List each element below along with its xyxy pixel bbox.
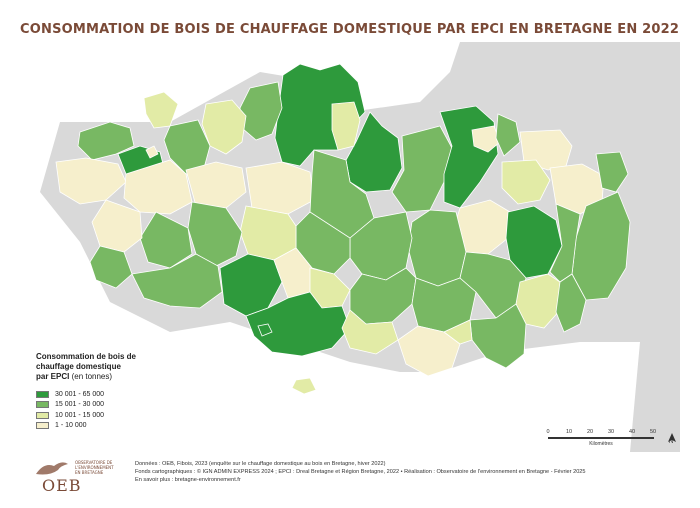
epci-region	[331, 101, 361, 151]
epci-region	[595, 151, 629, 193]
legend-item: 10 001 - 15 000	[36, 410, 176, 420]
legend-swatch	[36, 401, 49, 408]
sources: Données : OEB, Fibois, 2023 (enquête sur…	[135, 460, 680, 484]
oeb-logo: OEB OBSERVATOIRE DE L'ENVIRONNEMENT EN B…	[30, 458, 118, 495]
brittany-map	[20, 42, 680, 452]
logo-subtitle: OBSERVATOIRE DE L'ENVIRONNEMENT EN BRETA…	[75, 460, 114, 475]
legend-label: 1 - 10 000	[55, 422, 87, 429]
legend-unit: (en tonnes)	[71, 372, 113, 381]
legend-title-line: par EPCI	[36, 372, 70, 381]
source-line: En savoir plus : bretagne-environnement.…	[135, 477, 241, 483]
legend-swatch	[36, 422, 49, 429]
logo-bird-icon	[36, 462, 68, 475]
scale-tick: 50	[649, 429, 657, 435]
scale-tick: 0	[546, 429, 550, 435]
epci-region	[407, 209, 467, 287]
north-arrow-shape	[668, 433, 676, 442]
source-line: Fonds cartographiques : © IGN ADMIN EXPR…	[135, 469, 586, 475]
epci-region	[471, 125, 501, 153]
legend-label: 15 001 - 30 000	[55, 401, 105, 408]
epci-region	[291, 377, 317, 395]
scale-unit: Kilomètres	[589, 441, 613, 447]
map-title: CONSOMMATION DE BOIS DE CHAUFFAGE DOMEST…	[20, 22, 680, 37]
scale-tick: 20	[586, 429, 594, 435]
legend-title-line: chauffage domestique	[36, 362, 121, 371]
epci-region	[345, 111, 403, 193]
sea-area	[20, 42, 640, 452]
epci-region	[469, 303, 527, 369]
legend-label: 10 001 - 15 000	[55, 411, 105, 419]
legend-item: 1 - 10 000	[36, 421, 176, 431]
epci-region	[123, 159, 193, 215]
scale-tick: 10	[565, 429, 573, 435]
epci-region	[555, 273, 587, 333]
legend-title-line: Consommation de bois de	[36, 352, 137, 361]
map-area	[20, 42, 680, 452]
epci-region	[245, 291, 351, 357]
epci-region	[219, 253, 283, 317]
epci-region	[145, 145, 159, 159]
footer: OEB OBSERVATOIRE DE L'ENVIRONNEMENT EN B…	[20, 456, 680, 496]
legend-title: Consommation de bois de chauffage domest…	[36, 352, 176, 382]
epci-region	[443, 319, 473, 345]
epci-region	[131, 253, 223, 309]
epci-region	[89, 245, 133, 289]
legend-swatch	[36, 411, 49, 419]
scale-line	[548, 437, 654, 439]
legend-items: 30 001 - 65 000 15 001 - 30 000 10 001 -…	[36, 389, 176, 431]
epci-regions	[55, 63, 631, 395]
legend-swatch	[36, 390, 49, 398]
legend: Consommation de bois de chauffage domest…	[36, 352, 176, 431]
logo-text: OEB	[42, 476, 82, 495]
epci-region	[55, 157, 127, 205]
epci-region	[239, 205, 297, 261]
legend-item: 30 001 - 65 000	[36, 389, 176, 399]
scale-tick: 30	[607, 429, 615, 435]
epci-region	[77, 121, 135, 161]
legend-item: 15 001 - 30 000	[36, 400, 176, 410]
epci-region	[187, 201, 243, 267]
scale-bar: 0 10 20 30 40 50 Kilomètres	[546, 429, 658, 451]
epci-region	[201, 99, 247, 155]
legend-label: 30 001 - 65 000	[55, 390, 105, 398]
epci-region	[501, 159, 551, 205]
epci-region	[495, 113, 521, 157]
source-line: Données : OEB, Fibois, 2023 (enquête sur…	[135, 461, 386, 467]
north-arrow-icon: N	[665, 430, 679, 448]
epci-region	[257, 323, 273, 337]
epci-region	[341, 309, 399, 355]
scale-tick: 40	[628, 429, 636, 435]
north-letter: N	[669, 439, 674, 445]
epci-region	[397, 325, 461, 377]
epci-region	[459, 251, 527, 319]
